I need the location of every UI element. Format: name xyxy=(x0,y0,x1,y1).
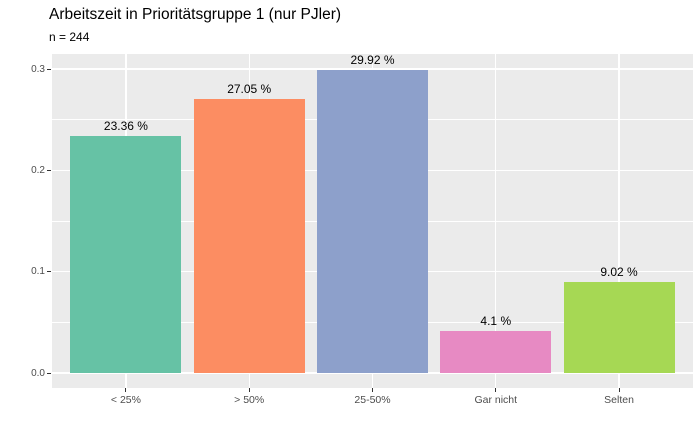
bar-value-label: 4.1 % xyxy=(480,314,512,329)
bar xyxy=(563,281,675,373)
bar-value-label: 29.92 % xyxy=(350,54,395,67)
major-gridline-x xyxy=(495,54,497,388)
y-axis-tick-label: 0.1 xyxy=(31,266,45,278)
bar xyxy=(70,136,182,373)
chart-panel: 23.36 % 27.05 % 29.92 % 4.1 % 9.02 % xyxy=(52,54,693,388)
x-axis-tick xyxy=(125,388,127,392)
y-axis-tick xyxy=(47,169,51,171)
y-axis-tick xyxy=(47,372,51,374)
x-axis-tick xyxy=(495,388,497,392)
bar xyxy=(193,98,305,373)
x-axis-tick-label: Gar nicht xyxy=(474,394,518,406)
x-axis-tick-label: > 50% xyxy=(234,394,265,406)
x-axis-tick xyxy=(248,388,250,392)
y-axis-tick-label: 0.3 xyxy=(31,63,45,75)
bar xyxy=(317,69,428,373)
y-axis-tick xyxy=(47,68,51,70)
chart-subtitle: n = 244 xyxy=(49,30,90,44)
bar-value-label: 23.36 % xyxy=(103,119,148,134)
bar-value-label: 9.02 % xyxy=(600,264,638,279)
y-axis-tick xyxy=(47,271,51,273)
chart-title: Arbeitszeit in Prioritätsgruppe 1 (nur P… xyxy=(49,6,342,23)
major-gridline-x xyxy=(618,54,620,388)
x-axis-tick xyxy=(372,388,373,392)
y-axis-tick-label: 0.0 xyxy=(31,367,45,379)
x-axis-tick-label: 25-50% xyxy=(354,394,391,406)
x-axis-tick-label: Selten xyxy=(604,394,634,406)
bar-value-label: 27.05 % xyxy=(227,81,272,96)
y-axis-tick-label: 0.2 xyxy=(31,164,45,176)
x-axis-tick-label: < 25% xyxy=(110,394,141,406)
x-axis-tick xyxy=(618,388,620,392)
bar xyxy=(440,331,552,373)
